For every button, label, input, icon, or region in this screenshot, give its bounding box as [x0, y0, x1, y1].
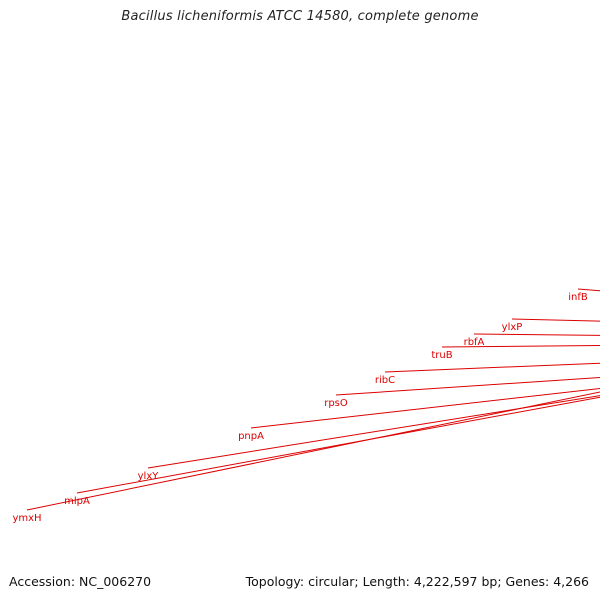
gene-label-infB: infB: [568, 292, 588, 303]
gene-label-rbfA: rbfA: [464, 337, 485, 348]
gene-label-ylxP: ylxP: [502, 322, 523, 333]
gene-label-truB: truB: [431, 350, 452, 361]
gene-leader-line: [147, 395, 600, 469]
gene-leader-line: [577, 288, 600, 292]
genome-summary: Topology: circular; Length: 4,222,597 bp…: [245, 574, 589, 589]
gene-label-pnpA: pnpA: [238, 431, 264, 442]
gene-label-rpsO: rpsO: [324, 398, 348, 409]
gene-leader-line: [26, 391, 600, 511]
genome-title: Bacillus licheniformis ATCC 14580, compl…: [121, 9, 479, 24]
gene-label-ribC: ribC: [375, 375, 395, 386]
gene-labels: infB ylxP rbfA truB ribC rpsO pnpA ylxY mlpA ymxH: [12, 288, 600, 524]
gene-label-mlpA: mlpA: [64, 496, 90, 507]
gene-leader-line: [76, 396, 600, 494]
gene-leader-line: [335, 377, 600, 396]
gene-label-ylxY: ylxY: [138, 471, 160, 482]
gene-leader-line: [250, 387, 600, 429]
gene-label-ymxH: ymxH: [12, 513, 41, 524]
accession-text: Accession: NC_006270: [9, 574, 152, 589]
